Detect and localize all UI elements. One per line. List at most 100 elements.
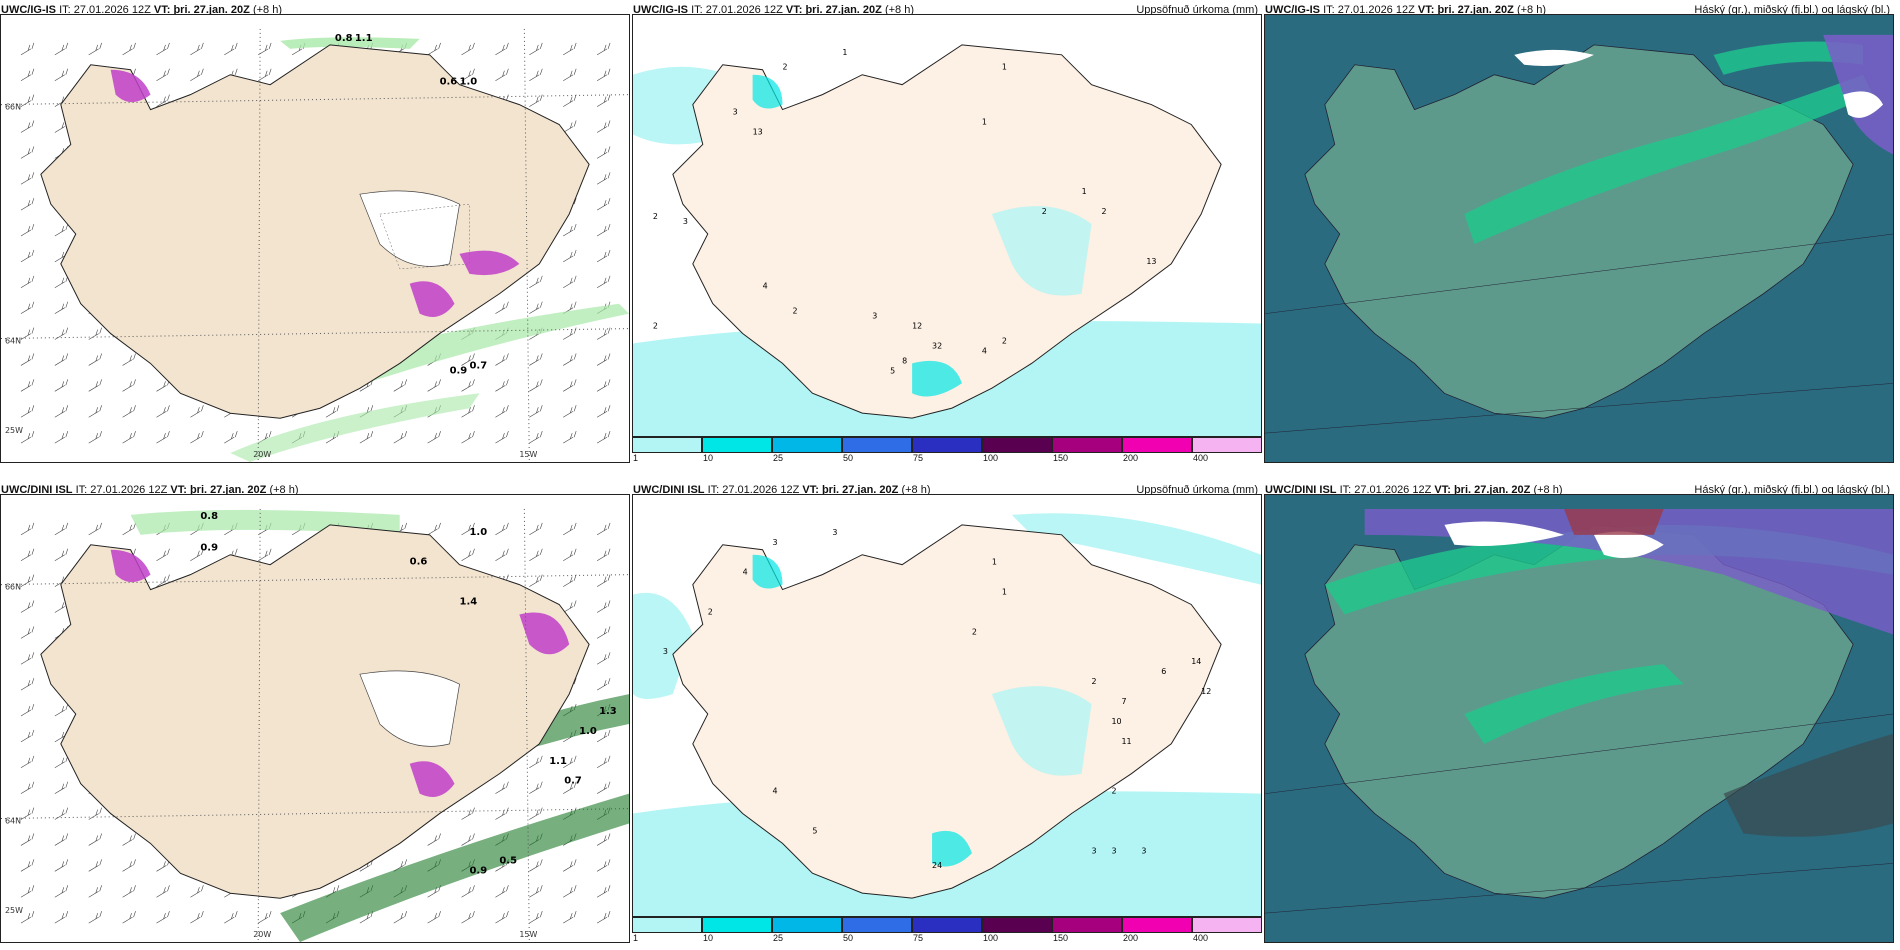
precip-map[interactable]: 2 3 3 13 2 1 1 2 4 2 2 12 32 8 5 4 13 2 1 1 2 3 — [632, 14, 1262, 437]
value-label: 12 — [1201, 687, 1211, 696]
lead-time: (+8 h) — [1516, 4, 1546, 16]
legend-label: 200 — [1123, 933, 1139, 943]
wind-barb — [495, 431, 509, 444]
wind-barb — [122, 42, 136, 56]
legend-label: 1 — [633, 933, 639, 943]
legend-label: 75 — [913, 453, 924, 463]
panel-title: UWC/DINI ISL IT: 27.01.2026 12Z VT: þri.… — [1, 484, 299, 496]
wind-barb — [427, 833, 441, 846]
wind-barb — [122, 885, 136, 898]
value-label: 0.9 — [470, 865, 488, 876]
lead-time: (+8 h) — [901, 484, 931, 496]
wind-barb — [54, 703, 69, 717]
wind-barb — [563, 327, 577, 340]
value-label: 3 — [1092, 846, 1097, 855]
value-label: 3 — [663, 647, 668, 656]
wind-barb — [122, 405, 136, 418]
wind-barb — [563, 548, 577, 561]
value-label: 1.1 — [549, 756, 567, 767]
wind-barb — [122, 353, 136, 366]
value-label: 1.1 — [355, 33, 373, 44]
lon-label: 20W — [253, 450, 271, 459]
wind-barb — [529, 574, 543, 587]
wind-barb — [427, 42, 441, 56]
value-label: 2 — [1102, 207, 1107, 216]
lon-label: 25W — [5, 426, 23, 435]
wind-barb — [156, 548, 170, 561]
wind-barb — [88, 42, 102, 56]
legend-label: 150 — [1053, 933, 1069, 943]
lead-time: (+8 h) — [252, 4, 282, 16]
wind-barb — [529, 68, 543, 81]
value-label: 10 — [1111, 717, 1121, 726]
legend-label: 50 — [843, 453, 854, 463]
glacier — [359, 190, 460, 267]
value-label: 8 — [902, 356, 907, 365]
wind-barb — [596, 626, 611, 639]
wind-map[interactable]: 20W 15W 66N 64N 25W 0.8 0.9 1.0 0.6 0.7 1.4 1.… — [0, 494, 630, 943]
wind-barb — [88, 807, 102, 820]
wind-barb — [529, 807, 543, 820]
wind-barb — [563, 379, 577, 392]
wind-barb — [596, 678, 611, 691]
wind-barb — [20, 68, 35, 81]
panel-precip-ig: UWC/IG-IS IT: 27.01.2026 12Z VT: þri. 27… — [632, 0, 1262, 463]
wind-barb — [20, 431, 35, 444]
wind-barb — [20, 678, 35, 691]
wind-barb — [529, 301, 543, 314]
wind-barb — [495, 301, 509, 314]
wind-barb — [156, 911, 170, 924]
wind-barb — [596, 885, 611, 898]
legend-label: 10 — [703, 933, 714, 943]
value-label: 0.6 — [410, 557, 428, 568]
wind-barb — [54, 548, 69, 561]
precip-land — [932, 830, 972, 867]
iceland-land — [40, 524, 590, 899]
green-band — [280, 37, 420, 49]
wind-barb — [596, 42, 611, 56]
wind-barb — [190, 405, 204, 418]
wind-barb — [54, 431, 69, 444]
panel-title: UWC/IG-IS IT: 27.01.2026 12Z VT: þri. 27… — [1265, 4, 1890, 16]
value-label: 6 — [1161, 667, 1166, 676]
wind-barb — [461, 807, 475, 820]
wind-barb — [461, 353, 475, 366]
panel-cloud-dini: UWC/DINI ISL IT: 27.01.2026 12Z VT: þri.… — [1264, 480, 1894, 943]
legend-swatch — [1122, 917, 1192, 933]
legend-swatch — [632, 437, 702, 453]
legend-label: 400 — [1193, 453, 1209, 463]
cloud-map[interactable] — [1264, 14, 1894, 463]
init-time: 27.01.2026 12Z — [722, 484, 800, 496]
value-label: 0.8 — [335, 33, 353, 44]
precip-map[interactable]: 3 2 4 3 3 1 1 2 2 14 12 6 7 10 11 24 4 5 2 3 3 3 — [632, 494, 1262, 917]
value-label: 0.7 — [564, 776, 582, 787]
wind-barb — [529, 275, 543, 289]
legend-label: 400 — [1193, 933, 1209, 943]
wind-barb — [122, 833, 136, 846]
low-cloud — [1713, 41, 1864, 75]
low-cloud — [1464, 664, 1684, 744]
magenta-precip — [110, 549, 151, 583]
panel-title: UWC/IG-IS IT: 27.01.2026 12Z VT: þri. 27… — [633, 4, 1258, 16]
value-label: 2 — [653, 322, 658, 331]
wind-barb — [529, 353, 543, 366]
green-band — [280, 793, 629, 942]
wind-barb — [20, 223, 35, 237]
legend-swatch — [772, 917, 842, 933]
value-label: 3 — [733, 108, 738, 117]
legend-swatch — [1192, 437, 1262, 453]
mid-cloud — [1364, 508, 1893, 635]
legend-label: 100 — [983, 453, 999, 463]
wind-barb — [461, 833, 475, 846]
cloud-map[interactable] — [1264, 494, 1894, 943]
wind-barb — [596, 275, 611, 289]
value-label: 13 — [1146, 257, 1156, 266]
value-label: 5 — [812, 826, 817, 835]
wind-barb — [20, 405, 35, 418]
wind-barb — [563, 781, 577, 794]
legend-swatch — [702, 437, 772, 453]
wind-map[interactable]: 20W 15W 66N 64N 25W 0.8 1.1 0.6 1.0 0.9 0.7 — [0, 14, 630, 463]
wind-barb — [20, 833, 35, 846]
